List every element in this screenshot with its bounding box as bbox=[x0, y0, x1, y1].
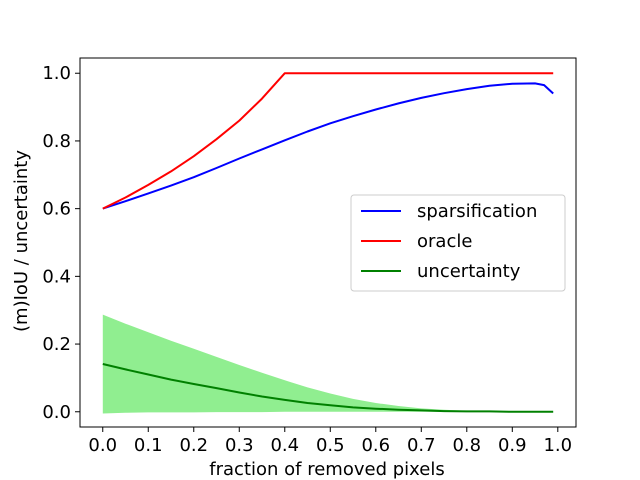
legend-box bbox=[350, 194, 566, 292]
x-tick-label: 0.0 bbox=[88, 435, 117, 456]
axes: 0.0 0.1 0.2 0.3 0.4 0.5 0.6 0.7 0.8 0.9 1.0 0.0 0.2 0… bbox=[42, 57, 577, 456]
legend-label-sparsification: sparsification bbox=[417, 201, 537, 222]
series-line-sparsification bbox=[102, 82, 554, 210]
x-tick-label: 0.1 bbox=[134, 435, 163, 456]
x-tick-label: 0.8 bbox=[452, 435, 481, 456]
axes-frame bbox=[79, 57, 577, 428]
x-tick-label: 0.3 bbox=[225, 435, 254, 456]
legend-label-uncertainty: uncertainty bbox=[417, 261, 521, 282]
x-tick-label: 0.7 bbox=[407, 435, 436, 456]
y-tick-label: 0.8 bbox=[42, 131, 71, 152]
x-tick-label: 0.6 bbox=[361, 435, 390, 456]
x-axis-label: fraction of removed pixels bbox=[209, 459, 444, 480]
plot-area bbox=[102, 72, 554, 414]
y-tick-label: 0.4 bbox=[42, 266, 71, 287]
y-tick-label: 0.0 bbox=[42, 402, 71, 423]
y-tick-label: 0.2 bbox=[42, 334, 71, 355]
series-line-uncertainty bbox=[102, 363, 554, 413]
legend: sparsification oracle uncertainty bbox=[350, 194, 566, 292]
y-axis-label: (m)IoU / uncertainty bbox=[11, 150, 32, 332]
x-tick-label: 0.5 bbox=[316, 435, 345, 456]
x-tick-label: 0.2 bbox=[179, 435, 208, 456]
y-tick-label: 0.6 bbox=[42, 199, 71, 220]
x-tick-label: 1.0 bbox=[543, 435, 572, 456]
legend-label-oracle: oracle bbox=[417, 231, 472, 252]
x-tick-label: 0.9 bbox=[498, 435, 527, 456]
series-line-oracle bbox=[102, 72, 554, 210]
x-tick-label: 0.4 bbox=[270, 435, 299, 456]
y-tick-label: 1.0 bbox=[42, 63, 71, 84]
